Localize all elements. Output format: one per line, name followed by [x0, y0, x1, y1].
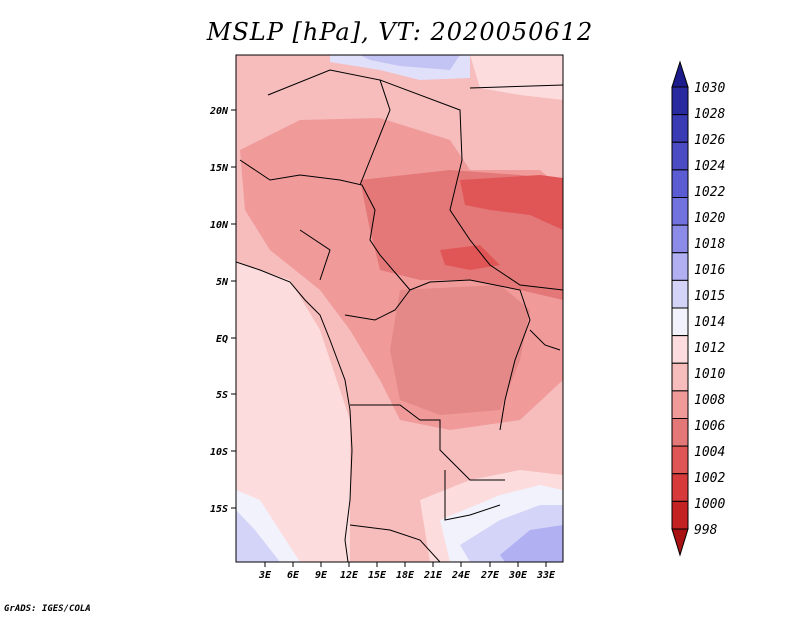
cb-label-1000: 1000	[694, 497, 725, 512]
lat-label-5n: 5N	[216, 277, 229, 288]
colorbar-box	[671, 279, 689, 309]
colorbar-box	[671, 141, 689, 171]
colorbar-box	[671, 169, 689, 198]
lat-label-5s: 5S	[216, 390, 228, 401]
colorbar-box	[671, 307, 689, 337]
colorbar-box	[671, 445, 689, 475]
map-title: MSLP [hPa], VT: 2020050612	[206, 18, 594, 46]
colorbar-box	[671, 362, 689, 392]
colorbar-box	[671, 418, 689, 447]
cb-label-1004: 1004	[694, 445, 725, 460]
lon-label-3e: 3E	[258, 570, 272, 581]
colorbar-box	[671, 86, 689, 116]
cb-label-1018: 1018	[694, 237, 725, 252]
cb-label-1015: 1015	[694, 289, 725, 304]
lon-label-6e: 6E	[287, 570, 300, 581]
colorbar-box	[671, 224, 689, 254]
colorbar: 1030 1028 1026 1024 1022 1020 1018 1016 …	[671, 60, 725, 557]
lon-label-12e: 12E	[340, 570, 359, 581]
cb-label-1002: 1002	[694, 471, 725, 486]
lat-label-20n: 20N	[209, 106, 229, 117]
cb-label-998: 998	[694, 523, 718, 538]
lat-label-15s: 15S	[210, 504, 228, 515]
longitude-axis: 3E 6E 9E 12E 15E 18E 21E 24E 27E 30E 33E	[258, 562, 556, 581]
grads-credit: GrADS: IGES/COLA	[4, 604, 91, 614]
lon-label-15e: 15E	[368, 570, 387, 581]
cb-label-1016: 1016	[694, 263, 725, 278]
cb-label-1028: 1028	[694, 107, 725, 122]
pressure-field	[236, 55, 563, 562]
lat-label-10n: 10N	[210, 220, 229, 231]
lon-label-9e: 9E	[315, 570, 328, 581]
colorbar-box	[671, 335, 689, 364]
lon-label-24e: 24E	[451, 570, 471, 581]
lat-label-15n: 15N	[210, 163, 229, 174]
cb-label-1026: 1026	[694, 133, 725, 148]
colorbar-box	[671, 114, 689, 143]
colorbar-box	[671, 197, 689, 226]
colorbar-top-cap	[671, 60, 689, 88]
lon-label-21e: 21E	[423, 570, 443, 581]
colorbar-bottom-cap	[671, 528, 689, 557]
map-frame	[235, 54, 564, 563]
cb-label-1020: 1020	[694, 211, 725, 226]
lat-label-eq: EQ	[216, 334, 228, 345]
colorbar-box	[671, 500, 689, 530]
colorbar-box	[671, 390, 689, 419]
cb-label-1030: 1030	[694, 81, 725, 96]
latitude-axis: 20N 15N 10N 5N EQ 5S 10S 15S	[209, 106, 236, 515]
cb-label-1010: 1010	[694, 367, 725, 382]
colorbar-box	[671, 473, 689, 502]
lat-label-10s: 10S	[210, 447, 228, 458]
cb-label-1012: 1012	[694, 341, 725, 356]
cb-label-1008: 1008	[694, 393, 725, 408]
cb-label-1024: 1024	[694, 159, 725, 174]
cb-label-1006: 1006	[694, 419, 725, 434]
cb-label-1022: 1022	[694, 185, 725, 200]
lon-label-18e: 18E	[396, 570, 415, 581]
colorbar-boxes	[671, 86, 689, 530]
cb-label-1014: 1014	[694, 315, 725, 330]
country-borders	[236, 69, 563, 562]
lon-label-27e: 27E	[480, 570, 500, 581]
colorbar-box	[671, 252, 689, 281]
lon-label-33e: 33E	[536, 570, 556, 581]
lon-label-30e: 30E	[508, 570, 528, 581]
